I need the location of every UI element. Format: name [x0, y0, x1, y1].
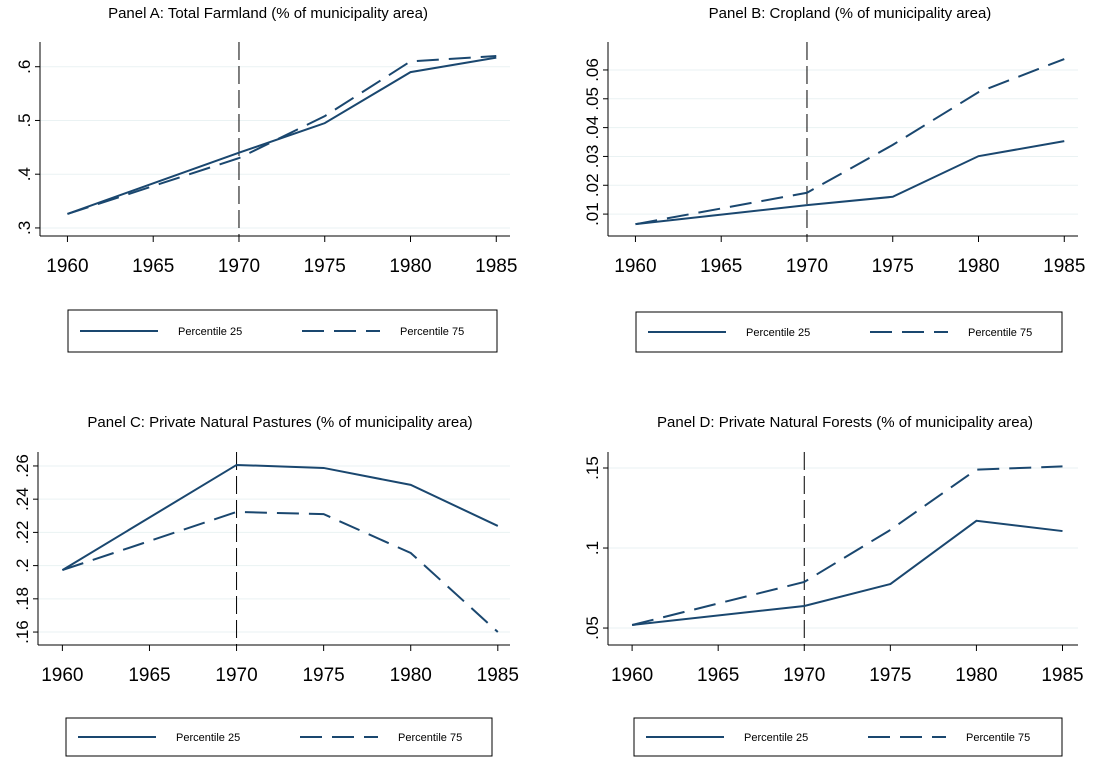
x-tick-label: 1965: [700, 256, 742, 277]
y-tick-label: .24: [13, 487, 32, 511]
x-tick-label: 1980: [955, 665, 997, 686]
y-tick-label: .22: [13, 521, 32, 545]
y-tick-label: .2: [13, 559, 32, 573]
y-tick-label: .3: [15, 221, 34, 235]
panel-title: Panel D: Private Natural Forests (% of m…: [657, 414, 1033, 431]
x-tick-label: 1975: [869, 665, 911, 686]
x-tick-label: 1970: [218, 256, 260, 277]
x-tick-label: 1970: [215, 665, 257, 686]
series-line: [631, 519, 1063, 626]
x-tick-label: 1970: [783, 665, 825, 686]
x-tick-label: 1960: [614, 256, 656, 277]
y-tick-label: .15: [583, 456, 602, 480]
x-tick-label: 1985: [1041, 665, 1083, 686]
legend-label: Percentile 75: [968, 327, 1032, 339]
panel-title: Panel C: Private Natural Pastures (% of …: [87, 414, 472, 431]
y-tick-label: .18: [13, 587, 32, 611]
legend-label: Percentile 25: [178, 326, 242, 338]
x-tick-label: 1980: [389, 256, 431, 277]
y-tick-label: .05: [583, 87, 602, 111]
x-tick-label: 1965: [697, 665, 739, 686]
series-line: [635, 140, 1065, 226]
series-line: [61, 463, 499, 571]
series-line: [62, 510, 499, 633]
x-tick-label: 1970: [786, 256, 828, 277]
panel: .01 .02 .03 .04 .05 .06 1960 1965 1970 1975 1980 19…: [583, 5, 1085, 353]
series-line: [631, 465, 1063, 626]
legend-label: Percentile 25: [176, 732, 240, 744]
x-tick-label: 1985: [475, 256, 517, 277]
series-line: [67, 54, 497, 215]
x-tick-label: 1960: [611, 665, 653, 686]
y-tick-label: .06: [583, 58, 602, 82]
x-tick-label: 1985: [477, 665, 519, 686]
x-tick-label: 1960: [46, 256, 88, 277]
x-tick-label: 1980: [957, 256, 999, 277]
panel-title: Panel B: Cropland (% of municipality are…: [709, 5, 992, 22]
series-line: [635, 58, 1065, 226]
y-tick-label: .6: [15, 60, 34, 74]
panel: .05 .1 .15 1960 1965 1970 1975 1980 1985 Panel D:…: [583, 414, 1084, 757]
legend-label: Percentile 75: [398, 732, 462, 744]
y-tick-label: .1: [583, 541, 602, 555]
legend-label: Percentile 75: [966, 732, 1030, 744]
x-tick-label: 1965: [128, 665, 170, 686]
y-tick-label: .5: [15, 113, 34, 127]
x-tick-label: 1975: [872, 256, 914, 277]
legend-label: Percentile 75: [400, 326, 464, 338]
x-tick-label: 1975: [304, 256, 346, 277]
y-tick-label: .03: [583, 145, 602, 169]
legend-label: Percentile 25: [744, 732, 808, 744]
y-tick-label: .05: [583, 616, 602, 640]
x-tick-label: 1975: [302, 665, 344, 686]
y-tick-label: .4: [15, 167, 34, 181]
panel: .16 .18 .2 .22 .24 .26 1960 1965 1970 1975 1980 198…: [13, 414, 519, 757]
panel-title: Panel A: Total Farmland (% of municipali…: [108, 5, 428, 22]
x-tick-label: 1965: [132, 256, 174, 277]
panel: .3 .4 .5 .6 1960 1965 1970 1975 1980 1985 Panel A:…: [15, 5, 517, 353]
x-tick-label: 1960: [41, 665, 83, 686]
y-tick-label: .04: [583, 116, 602, 140]
y-tick-label: .02: [583, 173, 602, 197]
series-line: [67, 56, 497, 215]
legend-label: Percentile 25: [746, 327, 810, 339]
x-tick-label: 1980: [390, 665, 432, 686]
y-tick-label: .26: [13, 454, 32, 478]
y-tick-label: .01: [583, 202, 602, 226]
x-tick-label: 1985: [1043, 256, 1085, 277]
y-tick-label: .16: [13, 620, 32, 644]
